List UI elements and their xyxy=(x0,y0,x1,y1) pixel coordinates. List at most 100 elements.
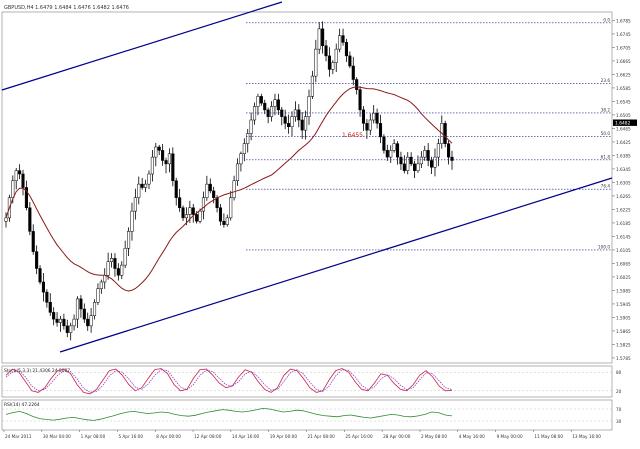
candle-body xyxy=(191,207,195,215)
candle-body xyxy=(195,214,199,222)
fib-level-label: 61.8 xyxy=(601,154,611,159)
candle-body xyxy=(402,163,406,171)
candle-body xyxy=(150,156,154,175)
time-tick-label: 11 May 08:00 xyxy=(534,434,563,439)
candle-body xyxy=(65,325,69,333)
price-tick-label: 1.6305 xyxy=(616,180,631,185)
candle-body xyxy=(433,156,437,168)
candle-body xyxy=(58,318,63,323)
candle-body xyxy=(436,143,440,158)
time-tick-label: 12 Apr 08:00 xyxy=(194,434,222,439)
rsi-pane[interactable]: RSI(14) 47.2264 30 70 xyxy=(1,399,622,431)
candle-body xyxy=(38,268,42,283)
candle-body xyxy=(426,150,430,161)
candle-body xyxy=(48,302,52,313)
price-tick-label: 1.5825 xyxy=(616,342,631,347)
candle-body xyxy=(358,89,362,111)
fib-level-label: 50.0 xyxy=(601,131,611,136)
price-tick-label: 1.6225 xyxy=(616,207,631,212)
candle-body xyxy=(72,318,76,327)
candle-body xyxy=(164,160,168,165)
stoch-pane-frame xyxy=(1,365,613,398)
candle-body xyxy=(314,48,318,77)
candle-body xyxy=(392,143,396,151)
fib-level-label: 76.4 xyxy=(601,184,611,189)
candle-body xyxy=(188,207,192,215)
candle-body xyxy=(178,197,182,208)
candle-body xyxy=(334,48,338,63)
candle-body xyxy=(120,264,124,276)
candle-body xyxy=(280,109,284,117)
candle-body xyxy=(273,99,277,107)
candle-body xyxy=(430,160,434,168)
fib-marker-label: 1.6455 xyxy=(342,132,363,139)
candle-body xyxy=(201,197,206,212)
candle-body xyxy=(412,163,417,171)
candle-body xyxy=(266,109,270,117)
candle-body xyxy=(171,153,175,181)
candle-body xyxy=(450,156,454,161)
fib-level-label: 0.0 xyxy=(603,17,610,22)
candle-body xyxy=(310,75,314,97)
symbol-header: GBPUSD,H4 1.6479 1.6484 1.6476 1.6482 1.… xyxy=(4,5,129,11)
price-tick-label: 1.6705 xyxy=(616,45,631,50)
candle-body xyxy=(133,197,137,212)
candle-body xyxy=(321,28,325,46)
price-tick-label: 1.6065 xyxy=(616,261,631,266)
stochastic-pane[interactable]: Stoch(5,3,3) 21.4306 24.8087 80 20 xyxy=(1,365,622,398)
candle-body xyxy=(419,156,423,165)
candle-body xyxy=(242,143,246,154)
candle-body xyxy=(235,163,240,181)
time-tick-label: 13 May 16:00 xyxy=(572,434,601,439)
current-price-marker xyxy=(613,119,637,126)
candle-body xyxy=(218,207,223,222)
candle-body xyxy=(375,113,379,124)
stoch-tick-label: 20 xyxy=(616,389,622,394)
price-tick-label: 1.6665 xyxy=(616,59,631,64)
rsi-pane-frame xyxy=(1,399,613,431)
price-tick-label: 1.5945 xyxy=(616,302,631,307)
candle-body xyxy=(293,109,297,117)
candle-body xyxy=(106,261,110,276)
candle-body xyxy=(252,106,257,121)
candle-body xyxy=(229,197,233,219)
rsi-tick-label: 70 xyxy=(616,407,622,412)
price-tick-label: 1.6545 xyxy=(616,99,631,104)
candle-body xyxy=(86,318,90,327)
candle-body xyxy=(137,183,141,198)
price-tick-label: 1.6505 xyxy=(616,113,631,118)
candle-body xyxy=(140,183,144,188)
candle-body xyxy=(147,173,151,185)
price-tick-label: 1.6145 xyxy=(616,234,631,239)
candle-body xyxy=(307,96,311,117)
price-tick-label: 1.6785 xyxy=(616,18,631,23)
candle-body xyxy=(368,119,372,131)
candle-body xyxy=(382,136,386,151)
candle-body xyxy=(395,143,400,158)
candle-body xyxy=(317,28,321,50)
price-tick-label: 1.6745 xyxy=(616,32,631,37)
price-tick-label: 1.5785 xyxy=(616,356,631,361)
candle-body xyxy=(232,180,236,198)
rsi-title: RSI(14) 47.2264 xyxy=(4,402,40,408)
price-tick-label: 1.6185 xyxy=(616,221,631,226)
candle-body xyxy=(406,156,410,171)
candle-body xyxy=(283,116,287,124)
time-tick-label: 19 Apr 00:00 xyxy=(270,434,298,439)
candle-body xyxy=(212,190,216,198)
main-price-pane[interactable]: 1.6785 1.6745 1.6705 1.6665 1.6625 1.6585 1.65… xyxy=(1,1,637,364)
stoch-title: Stoch(5,3,3) 21.4306 24.8087 xyxy=(4,368,70,374)
stoch-signal-line xyxy=(5,369,453,393)
rsi-tick-label: 30 xyxy=(616,419,622,424)
candle-body xyxy=(45,291,49,303)
time-tick-label: 9 May 00:00 xyxy=(497,434,523,439)
candle-body xyxy=(11,180,15,198)
candle-body xyxy=(324,45,328,57)
candle-body xyxy=(287,123,291,127)
candle-body xyxy=(341,35,345,43)
time-tick-label: 1 Apr 08:00 xyxy=(81,434,106,439)
time-tick-label: 28 Apr 00:00 xyxy=(383,434,411,439)
candle-body xyxy=(259,96,263,104)
